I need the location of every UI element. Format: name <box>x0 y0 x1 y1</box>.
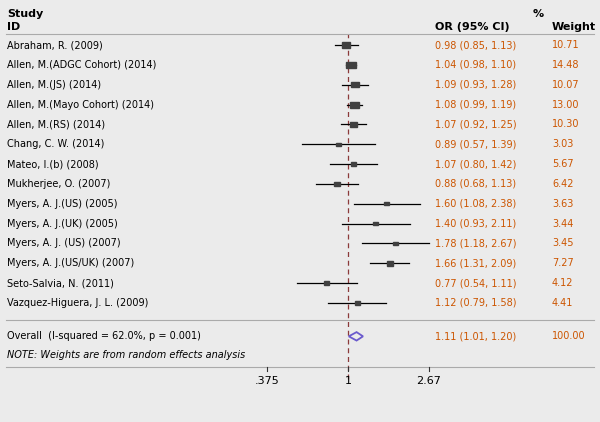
Text: Allen, M.(RS) (2014): Allen, M.(RS) (2014) <box>7 119 106 130</box>
Bar <box>334 182 340 186</box>
Text: 4.41: 4.41 <box>552 298 574 308</box>
Text: 1.07 (0.80, 1.42): 1.07 (0.80, 1.42) <box>435 159 517 169</box>
Text: Allen, M.(JS) (2014): Allen, M.(JS) (2014) <box>7 80 101 90</box>
Text: 7.27: 7.27 <box>552 258 574 268</box>
Text: 1.11 (1.01, 1.20): 1.11 (1.01, 1.20) <box>435 331 516 341</box>
Bar <box>350 122 358 127</box>
Text: 1.66 (1.31, 2.09): 1.66 (1.31, 2.09) <box>435 258 516 268</box>
Bar <box>373 222 378 225</box>
Text: Allen, M.(Mayo Cohort) (2014): Allen, M.(Mayo Cohort) (2014) <box>7 100 154 110</box>
Text: 1: 1 <box>344 376 352 386</box>
Text: 1.08 (0.99, 1.19): 1.08 (0.99, 1.19) <box>435 100 516 110</box>
Text: 10.30: 10.30 <box>552 119 580 130</box>
Text: 1.60 (1.08, 2.38): 1.60 (1.08, 2.38) <box>435 199 516 209</box>
Text: Mateo, I.(b) (2008): Mateo, I.(b) (2008) <box>7 159 99 169</box>
Bar <box>351 82 359 87</box>
Text: 3.63: 3.63 <box>552 199 574 209</box>
Text: 14.48: 14.48 <box>552 60 580 70</box>
Text: 10.07: 10.07 <box>552 80 580 90</box>
Bar <box>324 281 329 285</box>
Text: Myers, A. J.(US) (2005): Myers, A. J.(US) (2005) <box>7 199 118 209</box>
Text: 0.88 (0.68, 1.13): 0.88 (0.68, 1.13) <box>435 179 516 189</box>
Bar <box>355 301 360 305</box>
Bar <box>336 143 341 146</box>
Text: 4.12: 4.12 <box>552 278 574 288</box>
Text: 1.12 (0.79, 1.58): 1.12 (0.79, 1.58) <box>435 298 517 308</box>
Text: 0.98 (0.85, 1.13): 0.98 (0.85, 1.13) <box>435 40 516 50</box>
Text: ID: ID <box>7 22 20 32</box>
Text: 3.03: 3.03 <box>552 139 574 149</box>
Text: Myers, A. J. (US) (2007): Myers, A. J. (US) (2007) <box>7 238 121 249</box>
Text: 3.45: 3.45 <box>552 238 574 249</box>
Text: Myers, A. J.(UK) (2005): Myers, A. J.(UK) (2005) <box>7 219 118 229</box>
Text: OR (95% CI): OR (95% CI) <box>435 22 509 32</box>
Text: 1.40 (0.93, 2.11): 1.40 (0.93, 2.11) <box>435 219 516 229</box>
Text: 2.67: 2.67 <box>416 376 442 386</box>
Text: 1.09 (0.93, 1.28): 1.09 (0.93, 1.28) <box>435 80 516 90</box>
Bar <box>350 102 359 108</box>
Text: 1.78 (1.18, 2.67): 1.78 (1.18, 2.67) <box>435 238 517 249</box>
Bar <box>385 202 389 206</box>
Text: Myers, A. J.(US/UK) (2007): Myers, A. J.(US/UK) (2007) <box>7 258 134 268</box>
Bar <box>351 162 356 166</box>
Text: 13.00: 13.00 <box>552 100 580 110</box>
Text: Chang, C. W. (2014): Chang, C. W. (2014) <box>7 139 104 149</box>
Text: Vazquez-Higuera, J. L. (2009): Vazquez-Higuera, J. L. (2009) <box>7 298 149 308</box>
Text: Seto-Salvia, N. (2011): Seto-Salvia, N. (2011) <box>7 278 114 288</box>
Bar <box>343 42 350 48</box>
Text: 0.89 (0.57, 1.39): 0.89 (0.57, 1.39) <box>435 139 517 149</box>
Text: 100.00: 100.00 <box>552 331 586 341</box>
Bar <box>346 62 356 68</box>
Bar <box>393 242 398 245</box>
Text: Allen, M.(ADGC Cohort) (2014): Allen, M.(ADGC Cohort) (2014) <box>7 60 157 70</box>
Text: Weight: Weight <box>552 22 596 32</box>
Text: Abraham, R. (2009): Abraham, R. (2009) <box>7 40 103 50</box>
Text: Overall  (I-squared = 62.0%, p = 0.001): Overall (I-squared = 62.0%, p = 0.001) <box>7 331 201 341</box>
Text: 1.07 (0.92, 1.25): 1.07 (0.92, 1.25) <box>435 119 517 130</box>
Text: NOTE: Weights are from random effects analysis: NOTE: Weights are from random effects an… <box>7 350 245 360</box>
Text: 6.42: 6.42 <box>552 179 574 189</box>
Text: 0.77 (0.54, 1.11): 0.77 (0.54, 1.11) <box>435 278 517 288</box>
Text: .375: .375 <box>254 376 280 386</box>
Text: 10.71: 10.71 <box>552 40 580 50</box>
Text: 3.44: 3.44 <box>552 219 574 229</box>
Text: Study: Study <box>7 8 43 19</box>
Bar <box>386 261 393 265</box>
Text: Mukherjee, O. (2007): Mukherjee, O. (2007) <box>7 179 110 189</box>
Text: %: % <box>533 8 544 19</box>
Text: 1.04 (0.98, 1.10): 1.04 (0.98, 1.10) <box>435 60 516 70</box>
Text: 5.67: 5.67 <box>552 159 574 169</box>
